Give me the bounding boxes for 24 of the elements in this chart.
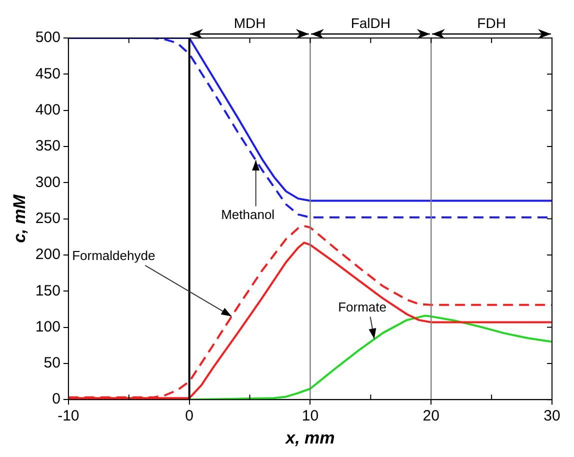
annotation: Formate [338, 299, 386, 314]
x-tick-label: -10 [58, 408, 80, 425]
y-tick-label: 500 [35, 29, 60, 46]
y-axis-title: c, mM [10, 194, 29, 243]
y-tick-label: 300 [35, 174, 60, 191]
annotation: Methanol [221, 206, 275, 222]
y-tick-label: 350 [35, 138, 60, 155]
text: MDH [234, 14, 266, 31]
x-tick-label: 20 [422, 408, 440, 425]
y-tick-label: 400 [35, 101, 60, 118]
y-tick-label: 100 [35, 318, 60, 336]
text: FDH [477, 14, 506, 31]
x-axis-title: x, mm [284, 428, 335, 448]
y-tick-label: 450 [35, 65, 60, 82]
y-tick-label: 0 [52, 390, 60, 408]
y-tick-label: 50 [44, 354, 60, 372]
y-tick-label: 150 [35, 282, 60, 300]
x-tick-label: 30 [544, 408, 560, 425]
x-tick-label: 0 [185, 408, 194, 425]
x-tick-label: 10 [302, 408, 319, 425]
text: FalDH [350, 14, 390, 31]
y-tick-label: 250 [35, 210, 60, 227]
annotation: Formaldehyde [72, 248, 156, 264]
y-tick-label: 200 [35, 246, 60, 264]
